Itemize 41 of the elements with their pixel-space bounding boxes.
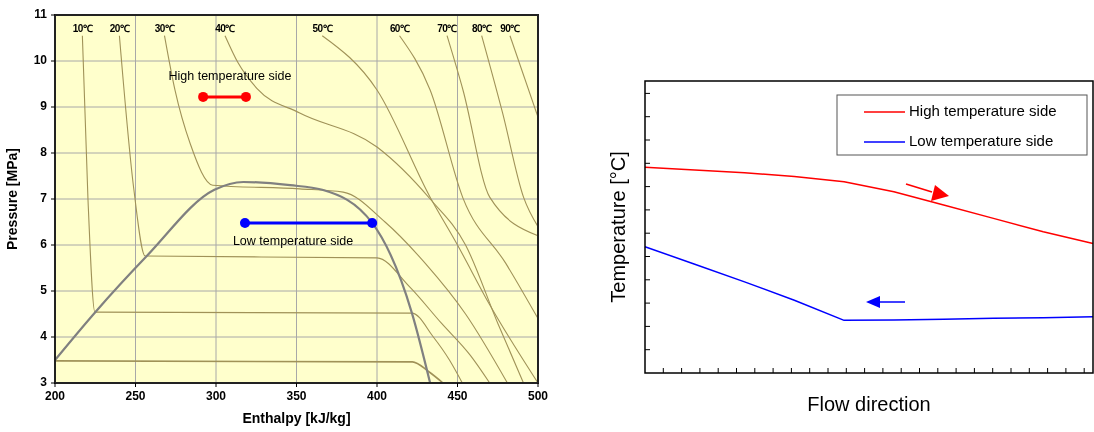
x-axis-title: Flow direction [807,393,931,415]
y-tick-label: 5 [40,283,48,298]
line-series [481,35,539,228]
y-axis-title: Temperature [°C] [607,151,629,303]
series-label: 40℃ [215,22,236,34]
y-tick-label: 7 [40,191,48,206]
x-tick-label: 450 [447,389,468,403]
series-label: 50℃ [312,22,333,34]
legend-label: High temperature side [909,101,1057,119]
y-tick-label: 6 [40,237,48,252]
annotation: High temperature side [168,69,292,84]
line-series [163,35,508,384]
line-series [398,35,539,320]
y-tick-label: 3 [40,375,48,390]
y-tick-label: 10 [33,53,48,68]
series-label: 60℃ [389,22,410,34]
series-label: 80℃ [471,22,492,34]
y-tick-label: 9 [40,99,48,114]
legend-label: Low temperature side [909,131,1054,149]
x-tick-label: 400 [366,389,388,403]
y-axis-title: Pressure [MPa] [4,148,20,250]
x-tick-label: 500 [527,389,549,403]
line-series [446,35,539,237]
y-tick-label: 8 [40,145,48,160]
series-label: 20℃ [109,22,130,34]
x-axis-title: Enthalpy [kJ/kg] [242,410,351,426]
line-series [118,35,491,384]
x-tick-label: 200 [44,389,66,403]
line-series [54,360,444,384]
line-series [81,35,463,384]
annotation: Low temperature side [232,234,354,249]
y-tick-label: 11 [34,7,48,22]
x-tick-label: 300 [205,389,227,403]
x-tick-label: 350 [286,389,307,403]
series-label: 90℃ [500,22,521,34]
series-label: 70℃ [437,22,458,34]
x-tick-label: 250 [125,389,146,403]
y-tick-label: 4 [40,329,48,344]
line-series [53,180,432,385]
series-label: 10℃ [72,22,93,34]
series-label: 30℃ [154,22,175,34]
